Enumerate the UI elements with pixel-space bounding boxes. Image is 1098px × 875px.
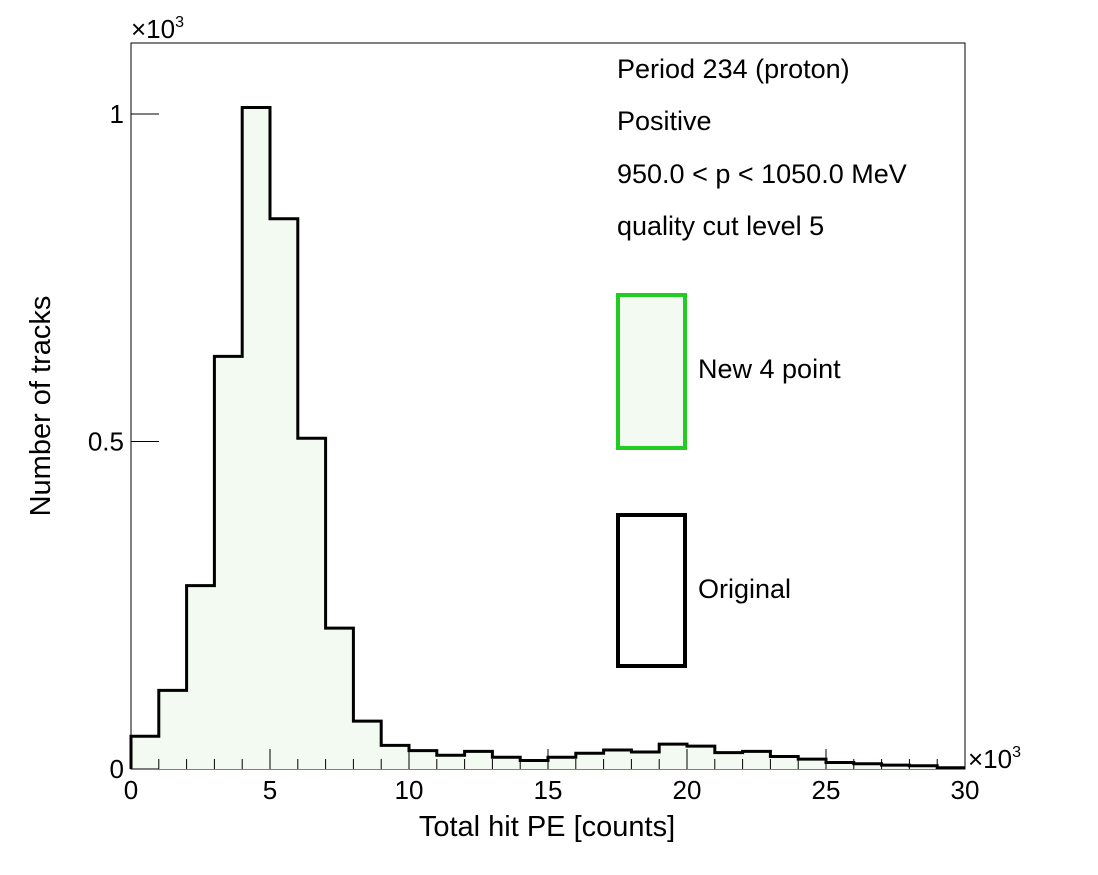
legend-label-new-4-point: New 4 point xyxy=(698,354,841,384)
y-tick-label: 0 xyxy=(110,754,124,784)
legend-swatch-new-4-point xyxy=(616,293,687,450)
x-tick-labels: 0 5 10 15 20 25 30 xyxy=(124,775,980,805)
y-axis-ticks xyxy=(131,113,159,770)
x-tick-label: 5 xyxy=(263,775,277,805)
y-tick-label: 1 xyxy=(110,99,124,129)
x-tick-label: 30 xyxy=(951,775,980,805)
x-axis-multiplier: ×103 xyxy=(968,744,1021,774)
x-tick-label: 0 xyxy=(124,775,138,805)
x-tick-label: 10 xyxy=(395,775,424,805)
legend-label-original: Original xyxy=(698,574,791,604)
x-tick-label: 20 xyxy=(673,775,702,805)
annotation-period: Period 234 (proton) xyxy=(617,54,850,84)
annotation-momentum: 950.0 < p < 1050.0 MeV xyxy=(617,159,907,189)
y-axis-multiplier: ×103 xyxy=(131,14,184,44)
annotation-quality-cut: quality cut level 5 xyxy=(617,211,824,241)
legend-swatch-original xyxy=(616,513,687,668)
annotation-charge: Positive xyxy=(617,106,712,136)
x-axis-label: Total hit PE [counts] xyxy=(419,811,675,843)
y-tick-labels: 00.51 xyxy=(88,99,124,784)
legend: New 4 point Original xyxy=(616,293,841,668)
histogram-fill xyxy=(131,107,965,769)
y-tick-label: 0.5 xyxy=(88,427,124,457)
x-axis-ticks xyxy=(130,749,966,769)
y-axis-label: Number of tracks xyxy=(25,296,57,517)
x-tick-label: 15 xyxy=(534,775,563,805)
x-tick-label: 25 xyxy=(812,775,841,805)
